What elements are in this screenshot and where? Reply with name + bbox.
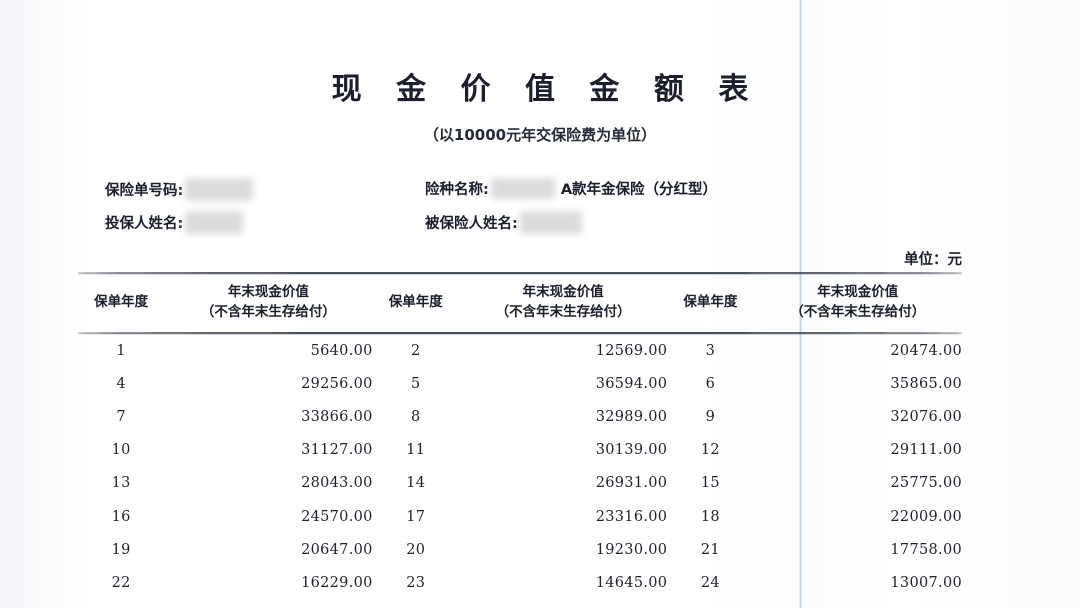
table-header-rule xyxy=(78,332,962,335)
header-cash-value-2-line2: （不含年末生存给付） xyxy=(495,303,631,320)
cell-policy-year: 3 xyxy=(705,342,716,359)
cell-cash-value: 31127.00 xyxy=(301,442,373,459)
cell-policy-year: 24 xyxy=(700,575,720,592)
cell-policy-year: 25 xyxy=(78,600,164,608)
field-policy-holder: 投保人姓名: xyxy=(105,211,244,234)
cell-policy-year: 16 xyxy=(111,508,131,525)
cell-cash-value: 28043.00 xyxy=(301,475,373,492)
cell-policy-year: 23 xyxy=(406,575,426,592)
cell-policy-year: 4 xyxy=(116,375,126,392)
cell-cash-value: 26931.00 xyxy=(595,475,668,492)
cell-policy-year: 8 xyxy=(410,409,421,426)
header-cash-value-1-line2: （不含年末生存给付） xyxy=(200,303,336,320)
page-subtitle: （以10000元年交保险费为单位） xyxy=(423,126,657,144)
field-policy-number-label: 保险单号码: xyxy=(105,183,184,199)
table-row: 19 20647.00 20 19230.00 21 17758.00 xyxy=(78,533,962,566)
cell-policy-year: 11 xyxy=(406,442,426,459)
table-row: 16 24570.00 17 23316.00 18 22009.00 xyxy=(78,500,962,533)
cell-cash-value: 11315.00 xyxy=(164,600,372,608)
header-cash-value-3: 年末现金价值 （不含年末生存给付） xyxy=(754,274,963,332)
cell-policy-year: 19 xyxy=(111,541,131,558)
redacted-insured-person-value xyxy=(519,211,582,234)
cell-cash-value: 32989.00 xyxy=(595,409,668,426)
cell-cash-value: 29111.00 xyxy=(890,442,962,459)
cell-policy-year: 26 xyxy=(373,600,459,608)
cell-cash-value: 36594.00 xyxy=(595,375,668,392)
table-row: 2511315.00269570.00277772.00 xyxy=(78,600,962,608)
header-policy-year-2: 保单年度 xyxy=(388,293,443,310)
cell-policy-year: 18 xyxy=(700,508,720,525)
cell-cash-value: 35865.00 xyxy=(890,375,962,392)
field-product-name: 险种名称: A款年金保险（分红型） xyxy=(425,178,717,199)
unit-note: 单位：元 xyxy=(904,252,962,268)
cell-policy-year: 13 xyxy=(111,475,131,492)
cell-policy-year: 27 xyxy=(667,600,753,608)
cash-value-body: 1 5640.00 2 12569.00 3 20474.00 4 29256.00 5 3659… xyxy=(78,334,962,608)
cell-policy-year: 21 xyxy=(700,541,720,558)
cell-cash-value: 20647.00 xyxy=(301,541,373,558)
header-cash-value-3-line2: （不含年末生存给付） xyxy=(790,303,926,320)
page-title: 现 金 价 值 金 额 表 xyxy=(331,72,761,107)
cell-cash-value: 29256.00 xyxy=(301,375,373,392)
table-row: 7 33866.00 8 32989.00 9 32076.00 xyxy=(78,401,962,434)
cell-cash-value: 25775.00 xyxy=(890,475,962,492)
cell-policy-year: 22 xyxy=(111,575,131,592)
cell-policy-year: 9 xyxy=(705,409,716,426)
field-policy-holder-label: 投保人姓名: xyxy=(105,216,184,232)
cell-policy-year: 1 xyxy=(116,342,126,359)
cell-cash-value: 32076.00 xyxy=(890,409,962,426)
header-cash-value-2: 年末现金价值 （不含年末生存给付） xyxy=(459,274,667,332)
cash-value-table: 保单年度 年末现金价值 （不含年末生存给付） 保单年度 年末现金价值 （不含年末… xyxy=(78,272,962,608)
header-policy-year-3: 保单年度 xyxy=(683,293,738,310)
cell-cash-value: 30139.00 xyxy=(595,442,668,459)
table-row: 22 16229.00 23 14645.00 24 13007.00 xyxy=(78,566,962,599)
cell-cash-value: 7772.00 xyxy=(754,600,963,608)
cell-policy-year: 14 xyxy=(406,475,426,492)
cell-cash-value: 13007.00 xyxy=(890,575,962,592)
cell-cash-value: 33866.00 xyxy=(301,409,373,426)
product-name-suffix: A款年金保险（分红型） xyxy=(560,182,718,198)
cell-cash-value: 9570.00 xyxy=(459,600,667,608)
cell-cash-value: 5640.00 xyxy=(310,342,373,359)
cell-cash-value: 12569.00 xyxy=(595,342,668,359)
header-cash-value-1: 年末现金价值 （不含年末生存给付） xyxy=(164,274,372,332)
header-cash-value-2-line1: 年末现金价值 xyxy=(522,284,604,300)
cell-cash-value: 17758.00 xyxy=(890,541,962,558)
cell-policy-year: 17 xyxy=(406,508,426,525)
table-row: 10 31127.00 11 30139.00 12 29111.00 xyxy=(78,434,962,467)
cell-policy-year: 20 xyxy=(406,541,426,558)
field-product-name-label: 险种名称: xyxy=(425,182,489,198)
table-top-rule xyxy=(78,272,962,274)
cell-policy-year: 10 xyxy=(111,442,131,459)
cell-policy-year: 12 xyxy=(700,442,720,459)
cell-cash-value: 14645.00 xyxy=(595,575,668,592)
cell-cash-value: 22009.00 xyxy=(890,508,962,525)
cell-cash-value: 16229.00 xyxy=(301,575,373,592)
cell-cash-value: 23316.00 xyxy=(595,508,668,525)
table-header-row: 保单年度 年末现金价值 （不含年末生存给付） 保单年度 年末现金价值 （不含年末… xyxy=(78,274,962,332)
field-policy-number: 保险单号码: xyxy=(105,178,254,201)
redacted-policy-holder-value xyxy=(185,211,244,234)
redacted-policy-number-value xyxy=(185,178,254,201)
header-policy-year-1: 保单年度 xyxy=(94,293,149,310)
table-row: 13 28043.00 14 26931.00 15 25775.00 xyxy=(78,467,962,500)
cell-policy-year: 15 xyxy=(700,475,720,492)
table-row: 4 29256.00 5 36594.00 6 35865.00 xyxy=(78,367,962,400)
cell-policy-year: 2 xyxy=(410,342,421,359)
header-cash-value-1-line1: 年末现金价值 xyxy=(227,284,309,300)
cell-policy-year: 5 xyxy=(410,375,421,392)
cell-cash-value: 20474.00 xyxy=(890,342,962,359)
cell-policy-year: 6 xyxy=(705,375,716,392)
field-insured-person: 被保险人姓名: xyxy=(425,211,582,234)
table-row: 1 5640.00 2 12569.00 3 20474.00 xyxy=(78,334,962,367)
field-insured-person-label: 被保险人姓名: xyxy=(425,216,518,232)
redacted-product-name-value xyxy=(490,178,555,199)
header-cash-value-3-line1: 年末现金价值 xyxy=(817,284,899,300)
cash-value-grid: 保单年度 年末现金价值 （不含年末生存给付） 保单年度 年末现金价值 （不含年末… xyxy=(78,274,962,332)
cell-cash-value: 19230.00 xyxy=(595,541,668,558)
cell-cash-value: 24570.00 xyxy=(301,508,373,525)
cell-policy-year: 7 xyxy=(116,409,126,426)
